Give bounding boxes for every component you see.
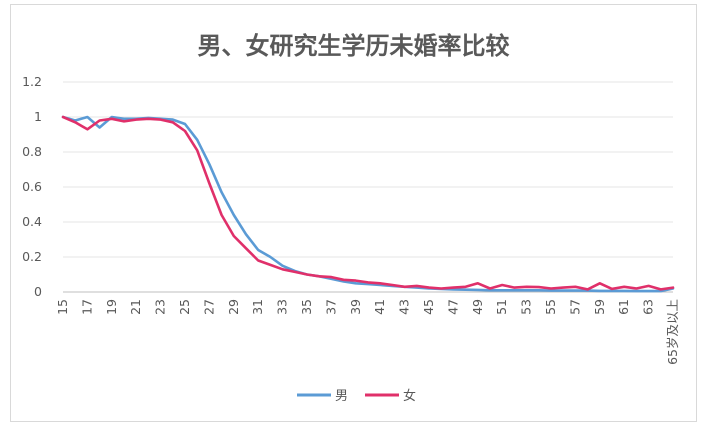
x-tick-label: 21 (128, 299, 143, 315)
x-tick-label: 59 (592, 299, 607, 315)
legend-label-female: 女 (403, 388, 416, 404)
x-tick-label: 57 (567, 299, 582, 315)
y-tick-label: 0.6 (22, 179, 42, 194)
x-tick-label: 47 (445, 299, 460, 315)
x-tick-label: 19 (104, 299, 119, 315)
x-tick-label: 27 (201, 299, 216, 315)
x-tick-label: 55 (543, 299, 558, 315)
y-tick-label: 0.4 (22, 214, 42, 229)
x-tick-label: 29 (226, 299, 241, 315)
x-tick-label: 25 (177, 299, 192, 315)
legend: 男女 (297, 388, 416, 404)
y-tick-label: 0.8 (22, 144, 42, 159)
x-tick-label: 65岁及以上 (665, 299, 680, 365)
x-tick-label: 63 (641, 299, 656, 315)
y-tick-label: 1 (34, 109, 42, 124)
x-axis-ticks: 15 17 19 21 23 25 27 29 31 33 35 37 39 41 43 45 47 49 51 53… (55, 299, 680, 365)
series-lines (61, 115, 675, 293)
series-line-male (61, 115, 675, 293)
x-tick-label: 43 (397, 299, 412, 315)
x-tick-label: 45 (421, 299, 436, 315)
x-tick-label: 35 (299, 299, 314, 315)
y-tick-label: 1.2 (22, 74, 42, 89)
y-tick-label: 0 (34, 284, 42, 299)
x-tick-label: 37 (323, 299, 338, 315)
x-tick-label: 33 (275, 299, 290, 315)
series-line-female (61, 115, 675, 291)
x-tick-label: 31 (250, 299, 265, 315)
x-tick-label: 17 (79, 299, 94, 315)
legend-label-male: 男 (335, 389, 348, 404)
x-tick-label: 41 (372, 299, 387, 315)
y-axis-ticks: 0 0.2 0.4 0.6 0.8 1 1.2 (22, 74, 42, 299)
x-tick-label: 23 (153, 299, 168, 315)
x-tick-label: 49 (470, 299, 485, 315)
x-tick-label: 61 (616, 299, 631, 315)
chart-title: 男、女研究生学历未婚率比较 (197, 32, 510, 60)
chart-frame (10, 4, 697, 422)
y-tick-label: 0.2 (22, 249, 42, 264)
x-tick-label: 53 (519, 299, 534, 315)
x-tick-label: 51 (494, 299, 509, 315)
x-tick-label: 15 (55, 299, 70, 315)
gridlines (63, 81, 673, 293)
x-tick-label: 39 (348, 299, 363, 315)
